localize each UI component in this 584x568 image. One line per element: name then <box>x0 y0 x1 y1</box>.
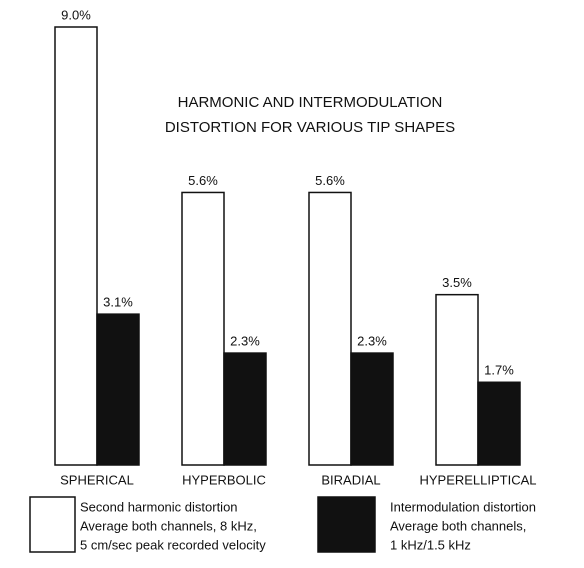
bar <box>181 191 225 466</box>
bar <box>54 26 98 466</box>
value-label: 2.3% <box>230 334 260 349</box>
bar <box>350 352 394 466</box>
value-label: 3.1% <box>103 295 133 310</box>
legend-label: Intermodulation distortion <box>390 499 536 514</box>
legend-note: Average both channels, <box>390 518 526 533</box>
value-label: 1.7% <box>484 363 514 378</box>
x-tick-label: SPHERICAL <box>60 472 134 487</box>
legend-note: 1 kHz/1.5 kHz <box>390 537 471 552</box>
value-label: 3.5% <box>442 275 472 290</box>
x-tick-label: HYPERELLIPTICAL <box>419 472 536 487</box>
legend-note: Average both channels, 8 kHz, <box>80 518 257 533</box>
legend-swatch <box>29 496 76 553</box>
bar <box>96 313 140 466</box>
x-tick-label: HYPERBOLIC <box>182 472 266 487</box>
x-tick-label: BIRADIAL <box>321 472 380 487</box>
bar <box>308 191 352 466</box>
bar <box>477 381 521 466</box>
legend-swatch <box>317 496 376 553</box>
value-label: 5.6% <box>188 173 218 188</box>
value-label: 2.3% <box>357 334 387 349</box>
chart-title: DISTORTION FOR VARIOUS TIP SHAPES <box>165 119 455 136</box>
value-label: 5.6% <box>315 173 345 188</box>
bar <box>435 293 479 466</box>
bar <box>223 352 267 466</box>
legend-note: 5 cm/sec peak recorded velocity <box>80 537 266 552</box>
legend-label: Second harmonic distortion <box>80 499 238 514</box>
chart-title: HARMONIC AND INTERMODULATION <box>178 94 443 111</box>
value-label: 9.0% <box>61 7 91 22</box>
